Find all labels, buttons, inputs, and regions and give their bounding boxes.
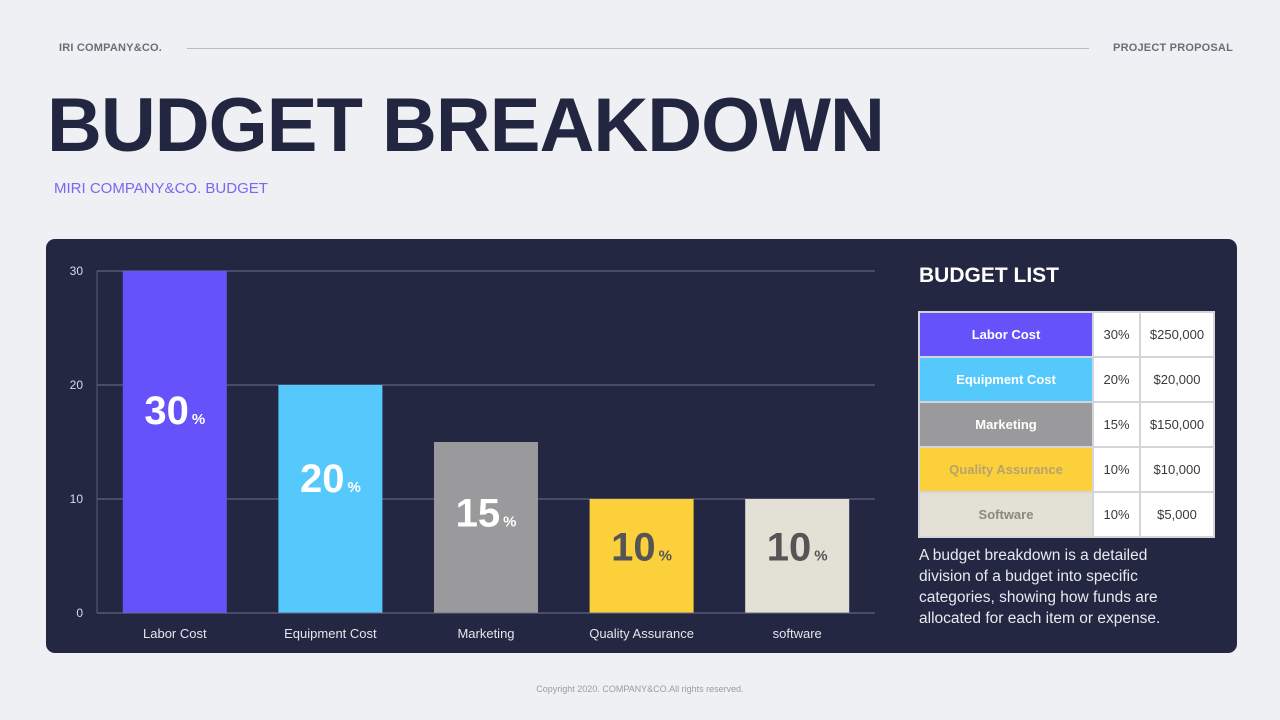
bar-value-label: 30% — [144, 389, 205, 433]
x-category-label: Equipment Cost — [284, 626, 377, 641]
bar-value-label: 20% — [300, 457, 361, 501]
bar — [278, 385, 383, 613]
page-subtitle: MIRI COMPANY&CO. BUDGET — [54, 180, 268, 197]
budget-panel: 0 10 20 30 30% Labor Cost 20% Equipment Cost 15%… — [46, 239, 1237, 653]
bar — [745, 499, 850, 613]
budget-description: A budget breakdown is a detailed divisio… — [919, 547, 1161, 627]
x-category-label: Marketing — [457, 626, 514, 641]
y-tick-label: 30 — [70, 264, 84, 278]
budget-row-category: Software — [918, 491, 1094, 538]
x-category-label: Quality Assurance — [589, 626, 694, 641]
budget-row-percent: 20% — [1092, 356, 1141, 403]
budget-list-title: BUDGET LIST — [919, 264, 1059, 287]
bar-value-unit: % — [192, 411, 205, 428]
budget-row-percent: 15% — [1092, 401, 1141, 448]
budget-row: Software 10% $5,000 — [918, 491, 1215, 538]
y-tick-label: 0 — [76, 606, 83, 620]
budget-row: Quality Assurance 10% $10,000 — [918, 446, 1215, 493]
header-divider — [187, 48, 1089, 49]
budget-row-percent: 30% — [1092, 311, 1141, 358]
budget-row-percent: 10% — [1092, 446, 1141, 493]
bar-value-number: 15 — [456, 491, 501, 535]
bar-value-number: 10 — [767, 526, 812, 570]
footer-copyright: Copyright 2020. COMPANY&CO.All rights re… — [536, 684, 744, 694]
budget-row-amount: $20,000 — [1139, 356, 1215, 403]
bar-value-unit: % — [814, 548, 827, 565]
bar-value-number: 30 — [144, 389, 189, 433]
section-label: PROJECT PROPOSAL — [1113, 42, 1233, 54]
budget-row-amount: $150,000 — [1139, 401, 1215, 448]
budget-row-percent: 10% — [1092, 491, 1141, 538]
budget-row-category: Equipment Cost — [918, 356, 1094, 403]
budget-row-amount: $10,000 — [1139, 446, 1215, 493]
budget-row: Marketing 15% $150,000 — [918, 401, 1215, 448]
company-name: IRI COMPANY&CO. — [59, 42, 163, 54]
bar — [434, 442, 538, 613]
budget-row-category: Marketing — [918, 401, 1094, 448]
bar — [122, 271, 227, 613]
bar-value-number: 20 — [300, 457, 345, 501]
page-title: BUDGET BREAKDOWN — [47, 83, 885, 168]
x-category-label: Labor Cost — [143, 626, 207, 641]
bar-value-number: 10 — [611, 526, 656, 570]
x-category-label: software — [773, 626, 822, 641]
budget-row-amount: $250,000 — [1139, 311, 1215, 358]
bar-value-label: 10% — [767, 526, 828, 570]
budget-row-category: Labor Cost — [918, 311, 1094, 358]
budget-row-category: Quality Assurance — [918, 446, 1094, 493]
y-tick-label: 10 — [70, 492, 84, 506]
bar-value-unit: % — [659, 548, 672, 565]
budget-table: Labor Cost 30% $250,000 Equipment Cost 20% $2… — [918, 311, 1215, 538]
budget-row: Equipment Cost 20% $20,000 — [918, 356, 1215, 403]
bar-value-unit: % — [503, 513, 516, 530]
bar — [589, 499, 694, 613]
budget-row: Labor Cost 30% $250,000 — [918, 311, 1215, 358]
budget-row-amount: $5,000 — [1139, 491, 1215, 538]
y-tick-label: 20 — [70, 378, 84, 392]
bar-value-unit: % — [347, 479, 360, 496]
bar-value-label: 15% — [456, 491, 517, 535]
bar-value-label: 10% — [611, 526, 672, 570]
